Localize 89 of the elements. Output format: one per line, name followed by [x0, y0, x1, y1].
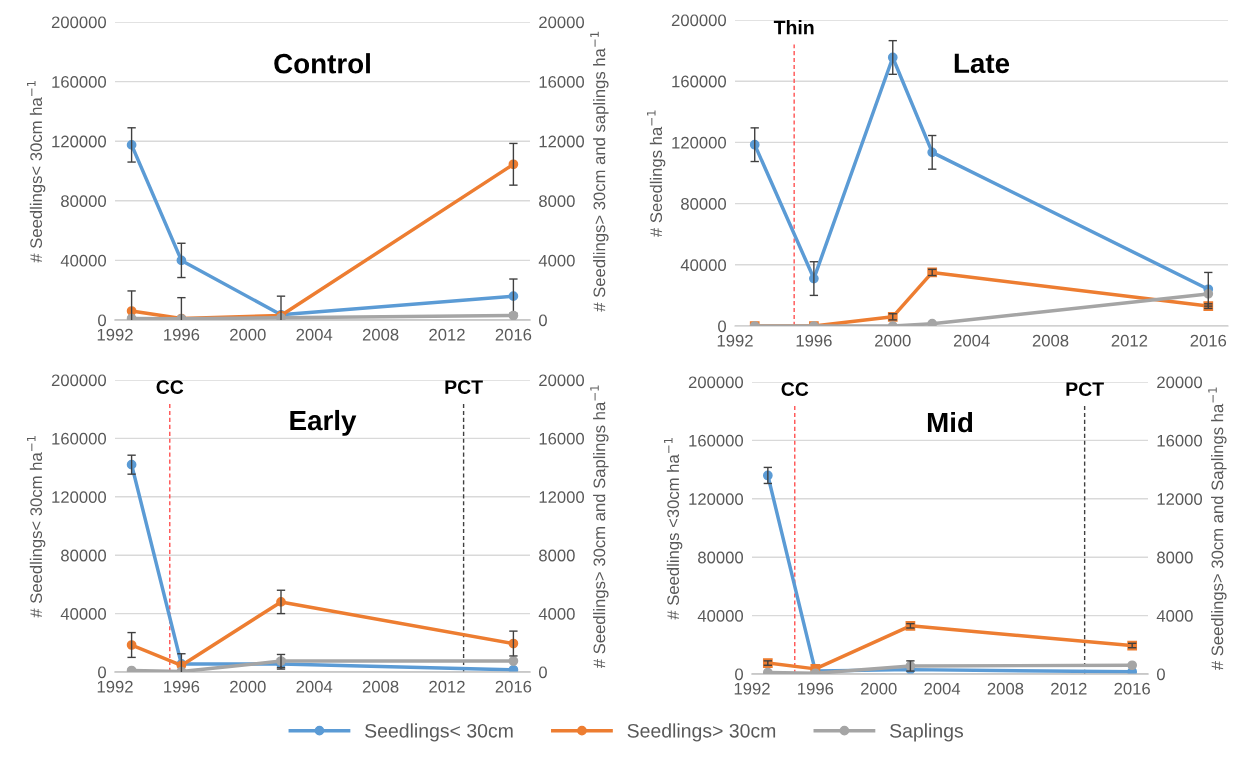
x-tick-label: 2000 [230, 328, 266, 341]
y2-tick-label: 12000 [539, 135, 585, 148]
y-tick-label: 80000 [698, 551, 744, 564]
x-tick-label: 2012 [429, 680, 465, 693]
y-tick-label: 160000 [52, 432, 107, 445]
x-tick-label: 2016 [1190, 334, 1227, 347]
y-axis-title: # Seedlings< 30cm ha$^{−1}$ [27, 81, 46, 263]
y-tick-label: 40000 [60, 254, 107, 267]
y-tick-label: 200000 [51, 16, 107, 29]
x-tick-label: 2016 [495, 680, 532, 693]
x-tick-label: 2012 [1111, 334, 1148, 347]
x-tick-label: 1992 [97, 328, 133, 341]
x-tick-label: 1992 [97, 680, 133, 693]
y-tick-label: 80000 [61, 195, 107, 207]
y2-tick-label: 16000 [1157, 434, 1203, 447]
y-tick-label: 120000 [689, 493, 744, 505]
y-tick-label: 0 [718, 320, 727, 333]
y2-tick-label: 4000 [538, 254, 575, 267]
y-tick-label: 200000 [688, 376, 744, 389]
y-tick-label: 160000 [689, 434, 744, 447]
y-tick-label: 200000 [51, 374, 107, 387]
x-tick-label: 2008 [362, 328, 399, 341]
y2-tick-label: 0 [538, 314, 547, 327]
x-tick-label: 2004 [924, 682, 961, 695]
ref-line-label: Thin [773, 20, 814, 35]
y-tick-label: 0 [98, 666, 107, 679]
y-tick-label: 160000 [52, 76, 107, 88]
x-tick-label: 2000 [230, 680, 266, 693]
x-tick-label: 2000 [875, 334, 911, 347]
x-tick-label: 2004 [296, 328, 333, 341]
y2-tick-label: 0 [1156, 668, 1165, 681]
y2-tick-label: 8000 [539, 195, 575, 207]
y-tick-label: 80000 [681, 198, 727, 210]
y-tick-label: 200000 [671, 14, 727, 27]
x-tick-label: 2008 [1032, 334, 1069, 347]
y-tick-label: 120000 [52, 135, 107, 148]
text: Early [290, 409, 357, 436]
y2-tick-label: 12000 [1157, 493, 1203, 505]
text: Control [274, 53, 370, 74]
y2-tick-label: 20000 [539, 16, 585, 29]
ref-line-label: CC [156, 380, 184, 394]
y-tick-label: 160000 [672, 75, 727, 88]
ref-line-label: PCT [1066, 382, 1104, 396]
y-tick-label: 40000 [697, 610, 744, 622]
x-tick-label: 1996 [798, 682, 834, 695]
y-tick-label: 40000 [680, 259, 727, 271]
y2-tick-label: 12000 [539, 491, 585, 503]
ref-line-label: PCT [445, 380, 483, 394]
y-axis-title: # Seedlings< 30cm ha$^{−1}$ [27, 436, 46, 618]
legend-label: Seedlings> 30cm [627, 723, 776, 742]
y2-tick-label: 16000 [539, 432, 585, 445]
y2-tick-label: 8000 [539, 549, 575, 562]
x-tick-label: 2008 [362, 680, 399, 693]
x-tick-label: 1996 [164, 328, 200, 341]
text: Late [954, 53, 1010, 74]
x-tick-label: 2008 [987, 682, 1024, 695]
ref-line-label: CC [781, 382, 809, 396]
x-tick-label: 2000 [861, 682, 897, 695]
y2-axis-title: # Seedlings> 30cm and saplings ha$^{−1}$ [590, 31, 609, 312]
y2-axis-title: # Seedlings> 30cm and Saplings ha$^{−1}$ [590, 385, 609, 669]
legend-label: Seedlings< 30cm [365, 723, 513, 742]
y-tick-label: 120000 [672, 136, 727, 149]
x-tick-label: 1992 [734, 682, 770, 695]
y2-tick-label: 0 [538, 666, 547, 679]
y2-axis-title: # Seedlings> 30cm and Saplings ha$^{−1}$ [1208, 387, 1227, 671]
y-tick-label: 0 [735, 668, 744, 681]
x-tick-label: 2016 [1114, 682, 1150, 695]
y2-tick-label: 20000 [539, 374, 585, 387]
x-tick-label: 1996 [164, 680, 200, 693]
y-tick-label: 0 [98, 314, 107, 327]
x-tick-label: 2012 [429, 328, 465, 341]
x-tick-label: 1992 [717, 334, 753, 347]
y2-tick-label: 20000 [1157, 376, 1203, 389]
text: Mid [927, 411, 973, 433]
legend-label: Saplings [890, 723, 964, 742]
y2-tick-label: 4000 [538, 608, 575, 620]
x-tick-label: 2012 [1051, 682, 1087, 695]
y-axis-title: # Seedlings <30cm ha$^{−1}$ [664, 438, 683, 620]
y-axis-title: # Seedlings ha$^{−1}$ [647, 110, 666, 238]
y2-tick-label: 8000 [1157, 551, 1193, 564]
x-tick-label: 1996 [796, 334, 832, 347]
y-tick-label: 120000 [52, 491, 107, 503]
x-tick-label: 2016 [495, 328, 532, 341]
y2-tick-label: 16000 [539, 76, 585, 88]
x-tick-label: 2004 [953, 334, 990, 347]
y2-tick-label: 4000 [1156, 610, 1193, 622]
x-tick-label: 2004 [296, 680, 333, 693]
y-tick-label: 80000 [61, 549, 107, 562]
y-tick-label: 40000 [60, 608, 107, 620]
